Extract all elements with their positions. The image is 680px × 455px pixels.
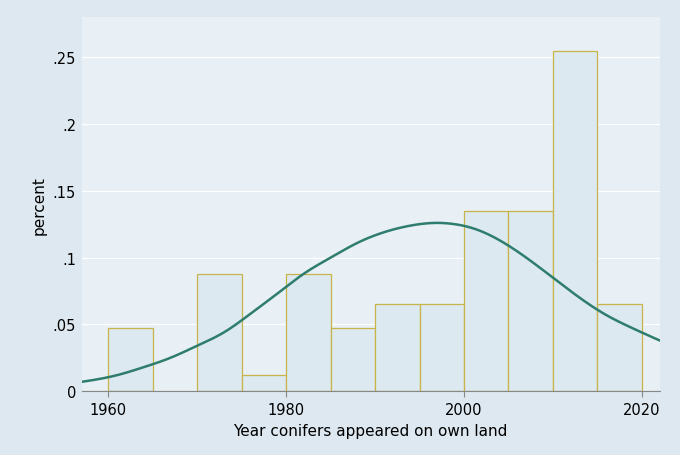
Bar xyxy=(553,51,597,391)
Bar xyxy=(197,274,241,391)
Y-axis label: percent: percent xyxy=(32,175,47,234)
Bar xyxy=(108,329,153,391)
Bar xyxy=(464,212,509,391)
Bar xyxy=(597,305,642,391)
Bar xyxy=(420,305,464,391)
Bar xyxy=(286,274,330,391)
Bar xyxy=(330,329,375,391)
X-axis label: Year conifers appeared on own land: Year conifers appeared on own land xyxy=(233,423,508,438)
Bar xyxy=(375,305,420,391)
Bar xyxy=(241,375,286,391)
Bar xyxy=(509,212,553,391)
